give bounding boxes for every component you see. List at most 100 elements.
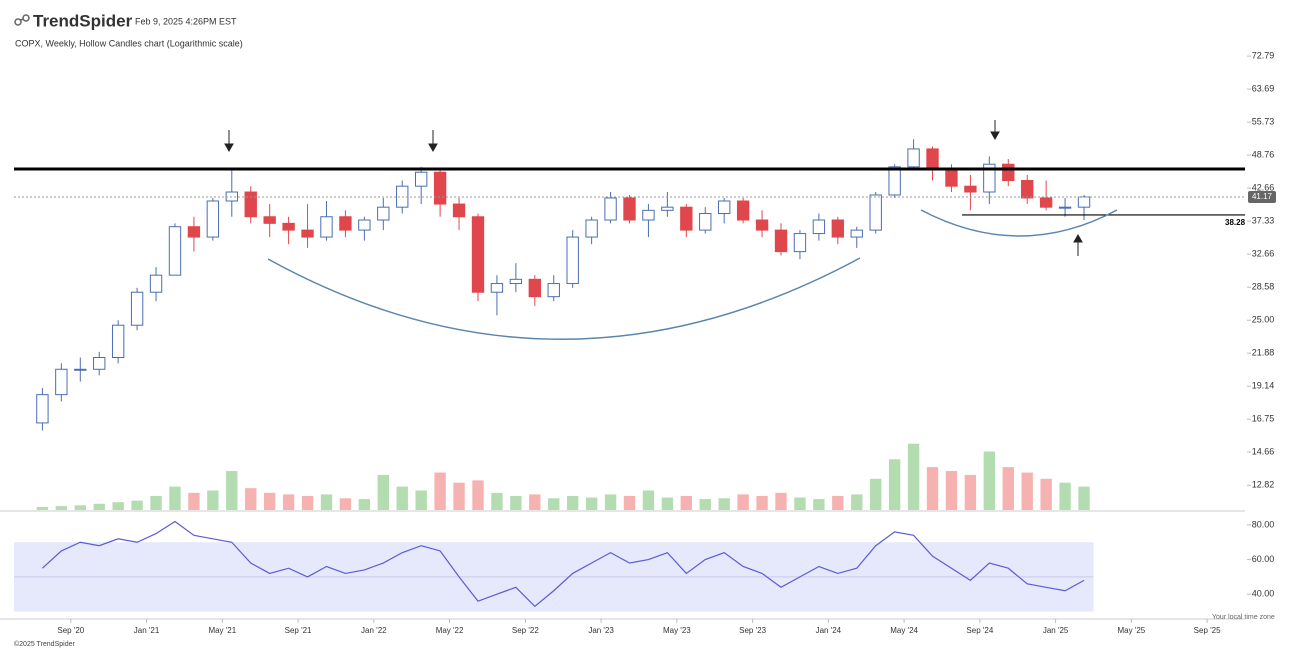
volume-bar bbox=[642, 490, 655, 510]
volume-bar bbox=[794, 497, 806, 510]
x-tick-label: Jan '25 bbox=[1043, 626, 1069, 635]
candle-body bbox=[926, 148, 939, 171]
volume-bar bbox=[585, 497, 598, 510]
candle-body bbox=[93, 357, 106, 370]
volume-bar bbox=[756, 495, 768, 510]
candle-body bbox=[850, 229, 863, 238]
volume-bar bbox=[945, 471, 958, 510]
candle-body bbox=[907, 148, 920, 168]
volume-bar bbox=[699, 499, 711, 510]
candle-body bbox=[964, 185, 977, 193]
last-price-tag bbox=[1248, 190, 1276, 203]
copyright: ©2025 TrendSpider bbox=[14, 640, 75, 648]
candle-body bbox=[339, 216, 352, 231]
x-tick-label: Sep '22 bbox=[512, 626, 539, 635]
y-tick-label: 32.66 bbox=[1252, 249, 1275, 259]
volume-bar bbox=[964, 474, 977, 510]
candle-body bbox=[869, 194, 882, 231]
candle-body bbox=[736, 200, 750, 221]
rsi-line bbox=[42, 520, 1085, 608]
volume-bar bbox=[207, 490, 219, 510]
volume-bar bbox=[339, 498, 352, 510]
volume-bar bbox=[226, 471, 238, 510]
candle-body bbox=[490, 283, 504, 293]
candle-body bbox=[377, 206, 390, 221]
volume-bar bbox=[472, 480, 484, 510]
volume-bar bbox=[188, 492, 200, 510]
candle-body bbox=[509, 278, 523, 285]
volume-bar bbox=[434, 472, 446, 510]
handle-curve bbox=[920, 209, 1118, 237]
candle-body bbox=[1058, 206, 1072, 209]
candle-body bbox=[282, 222, 295, 231]
y-tick-label: 21.88 bbox=[1252, 348, 1275, 358]
volume-bar bbox=[36, 506, 49, 510]
x-tick-label: May '23 bbox=[663, 626, 691, 635]
candle-body bbox=[642, 209, 655, 221]
chart-title: COPX, Weekly, Hollow Candles chart (Loga… bbox=[15, 38, 243, 48]
candle-body bbox=[1039, 197, 1053, 208]
rsi-tick-label: 80.00 bbox=[1252, 519, 1275, 529]
candle-body bbox=[149, 274, 163, 293]
volume-bar bbox=[55, 506, 68, 510]
candle-body bbox=[888, 166, 901, 196]
volume-bar bbox=[1021, 472, 1033, 510]
volume-bar bbox=[832, 495, 844, 510]
candle-body bbox=[320, 216, 333, 238]
volume-bar bbox=[282, 494, 295, 510]
volume-bar bbox=[1059, 482, 1071, 510]
y-tick-label: 42.66 bbox=[1252, 183, 1275, 193]
volume-bar bbox=[851, 494, 863, 510]
volume-bar bbox=[510, 495, 522, 510]
x-tick-label: Sep '20 bbox=[57, 626, 84, 635]
volume-bar bbox=[888, 459, 901, 510]
volume-bar bbox=[491, 492, 503, 510]
candle-body bbox=[471, 216, 485, 293]
candle-body bbox=[244, 191, 257, 218]
candle-body bbox=[623, 197, 636, 221]
x-tick-label: Jan '21 bbox=[134, 626, 160, 635]
volume-bar bbox=[245, 488, 257, 510]
volume-bar bbox=[907, 443, 920, 510]
volume-bar bbox=[169, 486, 181, 510]
volume-bar bbox=[453, 482, 465, 510]
volume-bar bbox=[548, 498, 560, 510]
x-tick-label: Jan '24 bbox=[816, 626, 842, 635]
x-tick-label: Jan '23 bbox=[588, 626, 614, 635]
volume-bar bbox=[983, 451, 996, 510]
volume-bar bbox=[377, 474, 389, 510]
candle-body bbox=[812, 219, 826, 235]
y-tick-label: 48.76 bbox=[1252, 150, 1275, 160]
volume-bar bbox=[74, 505, 86, 510]
volume-bar bbox=[775, 492, 787, 510]
support-label: 38.28 bbox=[1225, 218, 1246, 227]
candle-body bbox=[74, 368, 87, 371]
volume-bar bbox=[661, 497, 674, 510]
rsi-tick-label: 60.00 bbox=[1252, 554, 1275, 564]
volume-bar bbox=[813, 499, 825, 510]
volume-bar bbox=[1002, 467, 1014, 510]
volume-bar bbox=[320, 494, 333, 510]
y-tick-label: 14.66 bbox=[1252, 447, 1275, 457]
candle-body bbox=[414, 171, 428, 187]
volume-bar bbox=[604, 494, 617, 510]
candle-body bbox=[263, 216, 276, 224]
volume-bar bbox=[131, 500, 143, 510]
volume-bar bbox=[567, 495, 579, 510]
x-tick-label: May '22 bbox=[436, 626, 464, 635]
x-tick-label: Sep '21 bbox=[285, 626, 312, 635]
candle-body bbox=[793, 233, 807, 253]
x-tick-label: Sep '24 bbox=[966, 626, 993, 635]
arrows bbox=[224, 120, 1083, 256]
candle-body bbox=[566, 236, 579, 285]
volume-bar bbox=[529, 494, 541, 510]
y-tick-label: 72.79 bbox=[1252, 50, 1275, 60]
candle-body bbox=[36, 394, 49, 424]
candle-body bbox=[945, 169, 958, 187]
candle-body bbox=[433, 171, 447, 205]
candle-body bbox=[187, 226, 201, 238]
last-price-label: 41.17 bbox=[1252, 192, 1273, 201]
candle-body bbox=[528, 278, 541, 298]
volume-bar bbox=[926, 467, 939, 510]
x-tick-label: May '25 bbox=[1117, 626, 1145, 635]
